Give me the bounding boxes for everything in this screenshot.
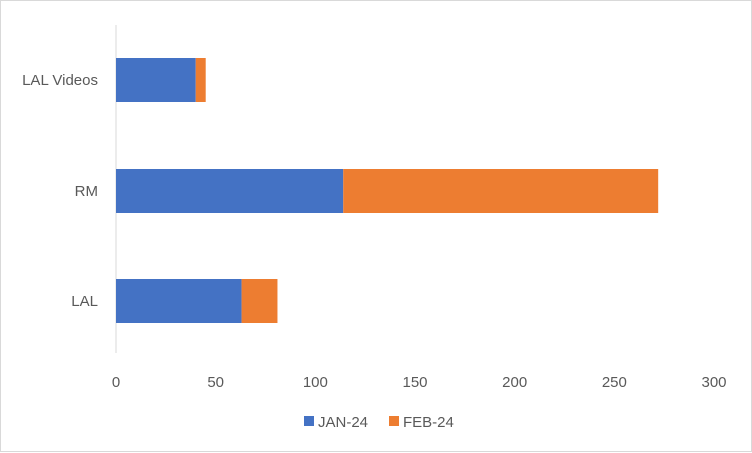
bar-feb-24-lal-videos (195, 58, 206, 102)
x-tick-label: 50 (207, 374, 224, 391)
x-tick-label: 150 (402, 374, 427, 391)
legend-label: JAN-24 (318, 414, 368, 431)
x-tick-label: 100 (303, 374, 328, 391)
x-tick-label: 0 (112, 374, 120, 391)
x-tick-label: 300 (701, 374, 726, 391)
x-tick-label: 250 (602, 374, 627, 391)
legend-swatch (304, 416, 314, 426)
bar-feb-24-lal (241, 279, 278, 323)
bar-jan-24-lal-videos (116, 58, 196, 102)
x-tick-label: 200 (502, 374, 527, 391)
bars-group (116, 58, 659, 323)
legend-label: FEB-24 (403, 414, 454, 431)
category-label: RM (75, 183, 98, 200)
bar-jan-24-rm (116, 169, 344, 213)
category-label: LAL Videos (22, 72, 98, 89)
bar-feb-24-rm (343, 169, 659, 213)
category-label: LAL (71, 293, 98, 310)
bar-jan-24-lal (116, 279, 242, 323)
legend: JAN-24 FEB-24 (304, 414, 454, 431)
category-labels-group: LAL RM LAL Videos (22, 72, 98, 310)
value-axis-ticks-group: 0 50 100 150 200 250 300 (112, 374, 727, 391)
legend-swatch (389, 416, 399, 426)
